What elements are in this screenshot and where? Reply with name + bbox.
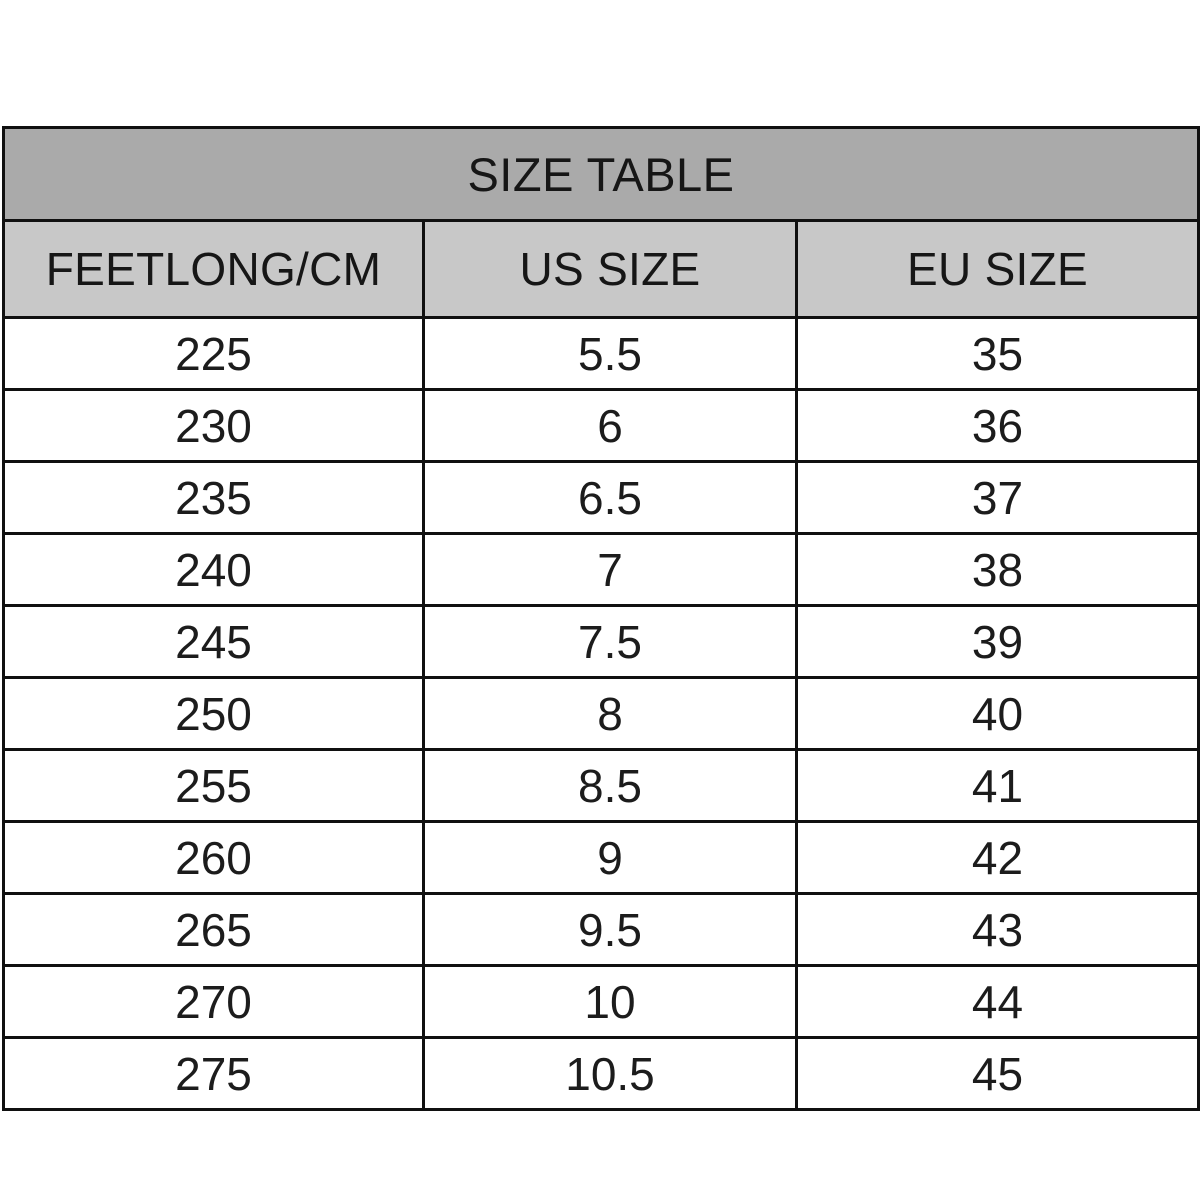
- cell-feetlong-cm: 240: [2, 532, 425, 607]
- table-row: 245 7.5 39: [2, 604, 1200, 679]
- cell-eu-size: 42: [795, 820, 1200, 895]
- cell-feetlong-cm: 275: [2, 1036, 425, 1111]
- cell-us-size: 7: [422, 532, 798, 607]
- cell-us-size: 7.5: [422, 604, 798, 679]
- cell-eu-size: 44: [795, 964, 1200, 1039]
- cell-eu-size: 43: [795, 892, 1200, 967]
- cell-feetlong-cm: 225: [2, 316, 425, 391]
- cell-us-size: 10.5: [422, 1036, 798, 1111]
- size-table-header-row: FEETLONG/CM US SIZE EU SIZE: [2, 219, 1200, 319]
- table-row: 270 10 44: [2, 964, 1200, 1039]
- cell-feetlong-cm: 255: [2, 748, 425, 823]
- table-row: 265 9.5 43: [2, 892, 1200, 967]
- table-row: 260 9 42: [2, 820, 1200, 895]
- cell-feetlong-cm: 245: [2, 604, 425, 679]
- table-row: 250 8 40: [2, 676, 1200, 751]
- size-table-body: SIZE TABLE FEETLONG/CM US SIZE EU SIZE 2…: [2, 126, 1200, 1111]
- cell-us-size: 8.5: [422, 748, 798, 823]
- cell-us-size: 9.5: [422, 892, 798, 967]
- column-header-feetlong-cm: FEETLONG/CM: [2, 219, 425, 319]
- size-table-title-row: SIZE TABLE: [2, 126, 1200, 222]
- cell-eu-size: 45: [795, 1036, 1200, 1111]
- cell-feetlong-cm: 230: [2, 388, 425, 463]
- size-table-container: SIZE TABLE FEETLONG/CM US SIZE EU SIZE 2…: [2, 126, 1200, 1111]
- cell-feetlong-cm: 250: [2, 676, 425, 751]
- cell-feetlong-cm: 235: [2, 460, 425, 535]
- size-table-title: SIZE TABLE: [2, 126, 1200, 222]
- cell-feetlong-cm: 270: [2, 964, 425, 1039]
- cell-us-size: 8: [422, 676, 798, 751]
- cell-eu-size: 38: [795, 532, 1200, 607]
- table-row: 240 7 38: [2, 532, 1200, 607]
- cell-us-size: 10: [422, 964, 798, 1039]
- cell-eu-size: 35: [795, 316, 1200, 391]
- cell-eu-size: 37: [795, 460, 1200, 535]
- cell-us-size: 9: [422, 820, 798, 895]
- cell-feetlong-cm: 265: [2, 892, 425, 967]
- table-row: 275 10.5 45: [2, 1036, 1200, 1111]
- cell-eu-size: 39: [795, 604, 1200, 679]
- cell-eu-size: 40: [795, 676, 1200, 751]
- cell-us-size: 6: [422, 388, 798, 463]
- cell-feetlong-cm: 260: [2, 820, 425, 895]
- cell-eu-size: 41: [795, 748, 1200, 823]
- column-header-eu-size: EU SIZE: [795, 219, 1200, 319]
- table-row: 230 6 36: [2, 388, 1200, 463]
- cell-us-size: 6.5: [422, 460, 798, 535]
- size-table: SIZE TABLE FEETLONG/CM US SIZE EU SIZE 2…: [2, 126, 1200, 1111]
- cell-us-size: 5.5: [422, 316, 798, 391]
- cell-eu-size: 36: [795, 388, 1200, 463]
- table-row: 255 8.5 41: [2, 748, 1200, 823]
- column-header-us-size: US SIZE: [422, 219, 798, 319]
- table-row: 225 5.5 35: [2, 316, 1200, 391]
- table-row: 235 6.5 37: [2, 460, 1200, 535]
